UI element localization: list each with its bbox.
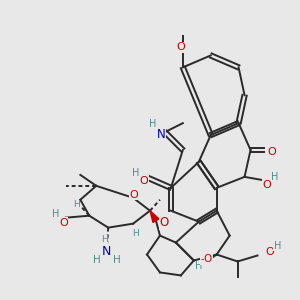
- Text: O: O: [59, 218, 68, 228]
- Text: -O: -O: [201, 254, 213, 265]
- Text: N: N: [101, 245, 111, 258]
- Text: H: H: [271, 172, 278, 182]
- Text: H: H: [132, 229, 138, 238]
- Text: H: H: [195, 262, 202, 272]
- Text: N: N: [157, 128, 165, 141]
- Text: O: O: [159, 216, 169, 229]
- Text: H: H: [52, 209, 59, 219]
- Text: O: O: [265, 247, 274, 256]
- Text: O: O: [140, 176, 148, 186]
- Text: H: H: [93, 256, 101, 266]
- Text: H: H: [113, 256, 121, 266]
- Text: H: H: [73, 200, 80, 209]
- Text: H: H: [132, 168, 140, 178]
- Text: O: O: [267, 147, 276, 157]
- Text: O: O: [176, 43, 185, 52]
- Text: H: H: [274, 241, 281, 250]
- Text: O: O: [262, 180, 271, 190]
- Polygon shape: [150, 211, 159, 223]
- Text: H: H: [101, 235, 108, 244]
- Text: H: H: [149, 119, 157, 129]
- Text: O: O: [130, 190, 138, 200]
